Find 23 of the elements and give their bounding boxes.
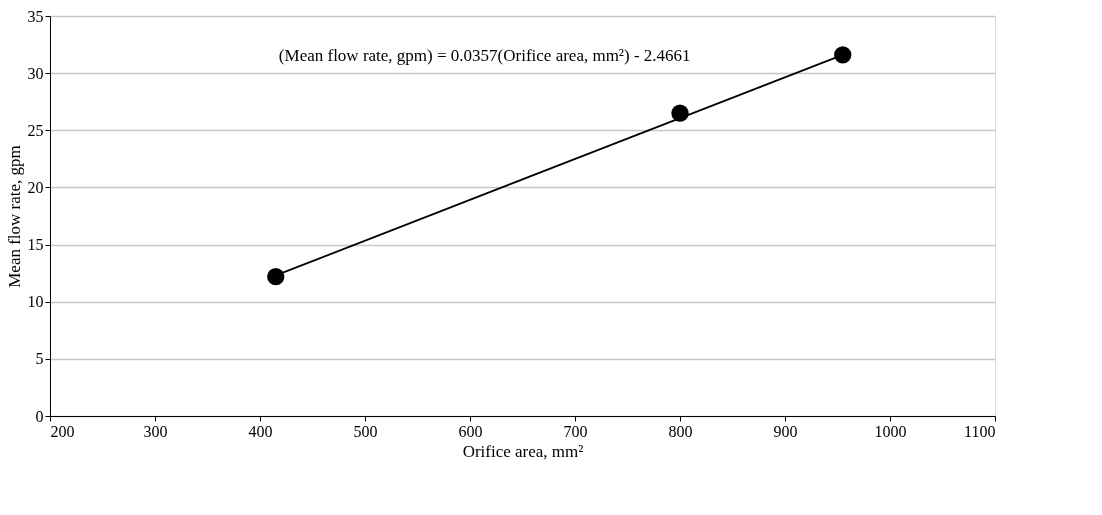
x-tick-label: 500 <box>353 422 378 440</box>
y-tick-label: 0 <box>35 407 44 425</box>
y-tick-label: 10 <box>27 293 44 311</box>
x-tick-label: 700 <box>563 422 588 440</box>
point <box>267 267 285 286</box>
x-axis-title: Orifice area, mm² <box>462 441 584 461</box>
annotation: (Mean flow rate, gpm) = 0.0357(Orifice area, mm²) - 2.4661 <box>278 46 691 65</box>
y-tick-label: 15 <box>27 236 44 254</box>
x-tick-label: 1000 <box>874 422 907 440</box>
y-tick-label: 5 <box>35 350 44 368</box>
y-tick-label: 20 <box>27 178 44 196</box>
x-tick-label: 800 <box>668 422 693 440</box>
point <box>834 46 852 64</box>
y-tick-label: 30 <box>27 64 44 82</box>
y-axis-title: Mean flow rate, gpm <box>4 145 24 288</box>
x-tick-label: 600 <box>458 422 483 440</box>
x-tick-label: 300 <box>143 422 168 440</box>
x-tick-label: 200 <box>50 422 75 440</box>
x-tick-label: 900 <box>773 422 798 440</box>
y-tick-label: 35 <box>27 7 44 25</box>
x-tick-label: 1100 <box>964 422 996 440</box>
y-tick-label: 25 <box>27 121 44 139</box>
x-tick-label: 400 <box>248 422 273 440</box>
